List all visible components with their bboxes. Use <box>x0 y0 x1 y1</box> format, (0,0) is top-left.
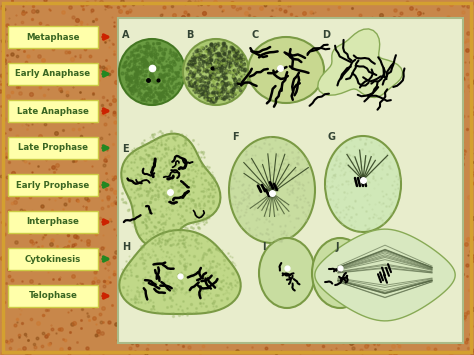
Text: G: G <box>328 132 336 142</box>
Text: Early Anaphase: Early Anaphase <box>16 70 91 78</box>
Text: F: F <box>232 132 238 142</box>
FancyBboxPatch shape <box>8 63 98 85</box>
Text: A: A <box>122 30 129 40</box>
Text: H: H <box>122 242 130 252</box>
Ellipse shape <box>183 39 249 105</box>
Ellipse shape <box>119 39 185 105</box>
Text: Late Anaphase: Late Anaphase <box>17 106 89 115</box>
Text: C: C <box>252 30 259 40</box>
Ellipse shape <box>325 136 401 232</box>
Ellipse shape <box>248 37 324 103</box>
Polygon shape <box>318 29 402 98</box>
FancyBboxPatch shape <box>8 211 98 233</box>
Text: Interphase: Interphase <box>27 218 80 226</box>
FancyBboxPatch shape <box>8 174 98 196</box>
Text: E: E <box>122 144 128 154</box>
FancyBboxPatch shape <box>118 18 463 343</box>
Ellipse shape <box>259 238 315 308</box>
FancyBboxPatch shape <box>8 100 98 122</box>
Text: B: B <box>186 30 193 40</box>
Text: Metaphase: Metaphase <box>26 33 80 42</box>
Ellipse shape <box>229 137 315 243</box>
FancyBboxPatch shape <box>8 26 98 48</box>
Polygon shape <box>121 133 220 247</box>
Text: D: D <box>322 30 330 40</box>
Ellipse shape <box>312 238 368 308</box>
Text: Late Prophase: Late Prophase <box>18 143 88 153</box>
FancyBboxPatch shape <box>8 248 98 270</box>
FancyBboxPatch shape <box>8 137 98 159</box>
Text: Telophase: Telophase <box>28 291 77 300</box>
Text: Early Prophase: Early Prophase <box>17 180 90 190</box>
FancyBboxPatch shape <box>8 285 98 307</box>
Polygon shape <box>315 229 455 321</box>
Text: I: I <box>262 242 265 252</box>
Text: J: J <box>336 242 339 252</box>
Polygon shape <box>119 230 241 314</box>
Text: Cytokinesis: Cytokinesis <box>25 255 81 263</box>
